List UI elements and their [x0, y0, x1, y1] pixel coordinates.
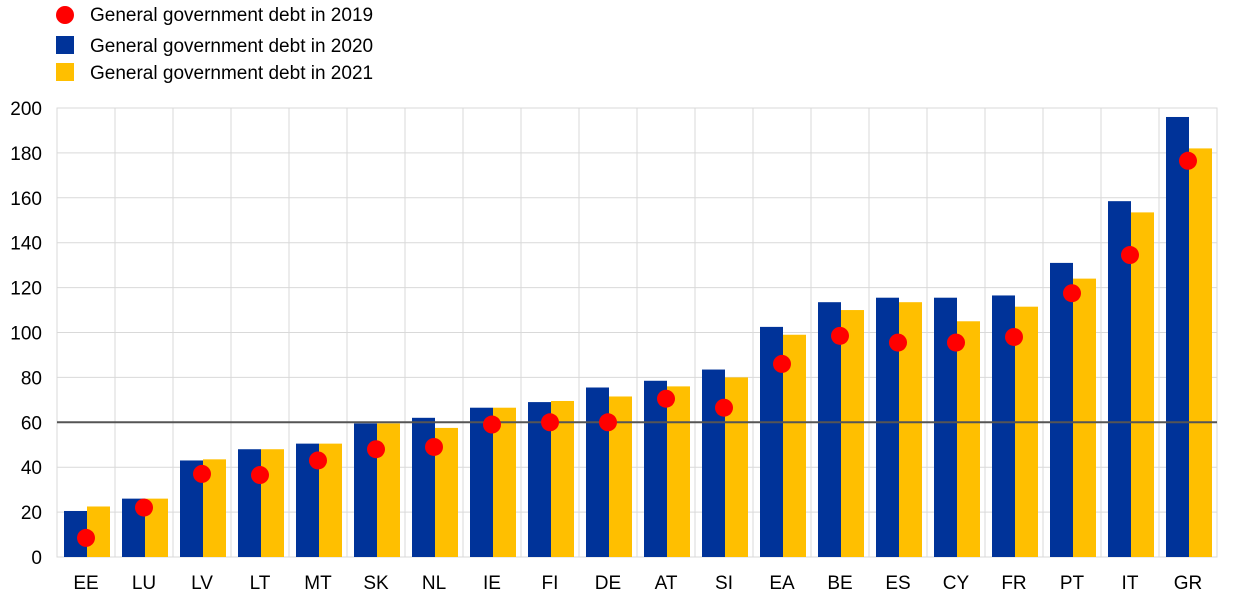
dot-2019-it [1121, 246, 1139, 265]
bar-2020-es [876, 297, 899, 557]
dot-2019-lt [251, 466, 269, 485]
bar-2020-lt [238, 449, 261, 557]
x-tick-label: ES [885, 573, 910, 594]
dot-2019-fi [541, 413, 559, 432]
dot-2019-gr [1179, 151, 1197, 170]
bar-2021-sk [377, 423, 400, 557]
x-tick-label: LU [132, 573, 156, 594]
bar-2021-cy [957, 321, 980, 557]
legend-marker-2020 [56, 36, 74, 54]
x-tick-label: PT [1060, 573, 1085, 594]
bar-2021-mt [319, 443, 342, 557]
bar-2021-de [609, 396, 632, 557]
dot-2019-fr [1005, 327, 1023, 346]
bar-2021-fi [551, 400, 574, 557]
bar-2021-ea [783, 334, 806, 557]
y-tick-label: 0 [31, 548, 42, 569]
y-tick-label: 140 [10, 234, 42, 255]
x-tick-label: IT [1122, 573, 1139, 594]
bar-2020-ea [760, 326, 783, 557]
bar-2021-at [667, 386, 690, 557]
x-tick-label: FR [1001, 573, 1026, 594]
y-axis: 0 20 40 60 80 100 120 140 160 180 200 [10, 99, 42, 569]
x-tick-label: NL [422, 573, 446, 594]
bar-2020-lv [180, 460, 203, 557]
dot-2019-nl [425, 437, 443, 456]
x-tick-label: FI [542, 573, 559, 594]
grid [56, 107, 1218, 558]
y-tick-label: 40 [21, 458, 42, 479]
bar-2021-ee [87, 506, 110, 557]
y-tick-label: 100 [10, 324, 42, 345]
dot-2019-lv [193, 464, 211, 483]
y-tick-label: 120 [10, 279, 42, 300]
dot-2019-ie [483, 415, 501, 434]
bar-2021-es [899, 302, 922, 557]
bar-2020-fi [528, 402, 551, 557]
x-tick-label: SK [363, 573, 389, 594]
legend-label-2021: General government debt in 2021 [90, 63, 373, 84]
bar-2020-mt [296, 443, 319, 557]
y-tick-label: 180 [10, 144, 42, 165]
bar-2021-gr [1189, 148, 1212, 557]
dot-2019-es [889, 333, 907, 352]
x-tick-label: IE [483, 573, 501, 594]
bar-2021-fr [1015, 306, 1038, 557]
bar-2021-it [1131, 212, 1154, 557]
bar-2020-de [586, 387, 609, 557]
x-tick-label: LT [250, 573, 271, 594]
legend-marker-2019 [56, 6, 74, 24]
dot-2019-pt [1063, 284, 1081, 303]
x-tick-label: DE [595, 573, 621, 594]
bar-2020-it [1108, 201, 1131, 558]
legend-label-2020: General government debt in 2020 [90, 36, 373, 57]
y-tick-label: 20 [21, 503, 42, 524]
bar-2020-gr [1166, 116, 1189, 557]
y-tick-label: 160 [10, 189, 42, 210]
bar-2020-fr [992, 295, 1015, 557]
dot-2019-sk [367, 440, 385, 459]
legend-marker-2021 [56, 63, 74, 81]
dot-2019-mt [309, 451, 327, 470]
bar-2020-pt [1050, 262, 1073, 557]
bar-2021-pt [1073, 278, 1096, 557]
bar-2020-si [702, 369, 725, 557]
x-tick-label: GR [1174, 573, 1203, 594]
legend-label-2019: General government debt in 2019 [90, 5, 373, 26]
dot-2019-ee [77, 528, 95, 547]
x-tick-label: SI [715, 573, 733, 594]
bars [64, 116, 1212, 558]
bar-2021-lt [261, 449, 284, 557]
y-tick-label: 200 [10, 99, 42, 120]
legend: General government debt in 2019 General … [56, 5, 373, 84]
x-tick-label: CY [943, 573, 970, 594]
dot-2019-cy [947, 333, 965, 352]
bar-2020-ie [470, 407, 493, 557]
x-tick-label: AT [655, 573, 678, 594]
x-tick-label: EE [73, 573, 98, 594]
bar-2021-lv [203, 459, 226, 557]
bar-2020-at [644, 380, 667, 557]
x-tick-label: BE [827, 573, 852, 594]
x-axis: EE LU LV LT MT SK NL IE FI DE AT SI EA BE ES CY FR PT IT GR [73, 573, 1202, 594]
bar-2021-ie [493, 407, 516, 557]
dot-2019-de [599, 413, 617, 432]
bar-2021-nl [435, 427, 458, 557]
dots [77, 151, 1197, 547]
bar-2020-be [818, 302, 841, 557]
bar-2020-cy [934, 297, 957, 557]
dot-2019-lu [135, 498, 153, 517]
dot-2019-at [657, 389, 675, 408]
x-tick-label: LV [191, 573, 213, 594]
x-tick-label: EA [769, 573, 795, 594]
x-tick-label: MT [304, 573, 332, 594]
bar-2021-be [841, 310, 864, 557]
dot-2019-ea [773, 354, 791, 373]
dot-2019-si [715, 398, 733, 417]
y-tick-label: 80 [21, 368, 42, 389]
dot-2019-be [831, 326, 849, 345]
y-tick-label: 60 [21, 413, 42, 434]
